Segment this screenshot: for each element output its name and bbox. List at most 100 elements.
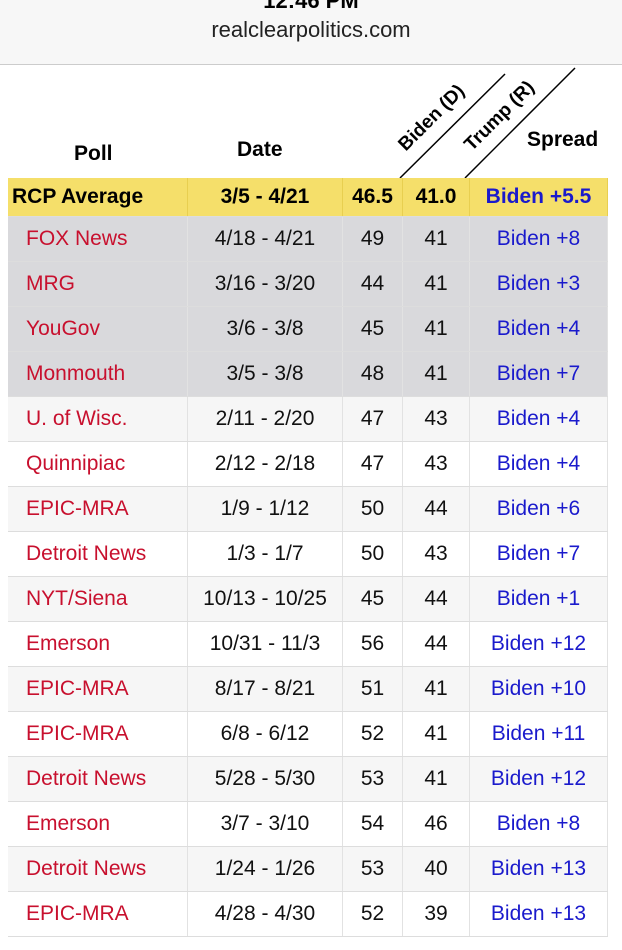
table-cell: Biden +4 [470, 397, 608, 441]
table-cell: Biden +12 [470, 622, 608, 666]
table-cell[interactable]: Monmouth [8, 352, 188, 396]
table-row: NYT/Siena 10/13 - 10/25 45 44 Biden +1 [8, 577, 608, 622]
table-cell: 2/11 - 2/20 [188, 397, 343, 441]
table-cell: 48 [343, 352, 403, 396]
table-cell: 44 [343, 262, 403, 306]
table-cell: 44 [403, 622, 470, 666]
table-cell[interactable]: Detroit News [8, 757, 188, 801]
table-cell: Biden +7 [470, 352, 608, 396]
header-lines [399, 67, 576, 179]
table-cell: 41 [403, 217, 470, 261]
table-cell: 10/31 - 11/3 [188, 622, 343, 666]
table-cell: 4/28 - 4/30 [188, 892, 343, 936]
table-cell: 46.5 [343, 178, 403, 216]
table-cell: Biden +12 [470, 757, 608, 801]
table-cell: 2/12 - 2/18 [188, 442, 343, 486]
table-row: EPIC-MRA 8/17 - 8/21 51 41 Biden +10 [8, 667, 608, 712]
table-cell: Biden +11 [470, 712, 608, 756]
table-cell[interactable]: EPIC-MRA [8, 667, 188, 711]
table-row: YouGov 3/6 - 3/8 45 41 Biden +4 [8, 307, 608, 352]
table-cell: 6/8 - 6/12 [188, 712, 343, 756]
table-row: FOX News 4/18 - 4/21 49 41 Biden +8 [8, 217, 608, 262]
table-cell: 41.0 [403, 178, 470, 216]
table-cell: 1/24 - 1/26 [188, 847, 343, 891]
table-cell: 3/5 - 4/21 [188, 178, 343, 216]
table-cell: 52 [343, 892, 403, 936]
table-row: EPIC-MRA 1/9 - 1/12 50 44 Biden +6 [8, 487, 608, 532]
table-cell: Biden +13 [470, 892, 608, 936]
table-cell: 43 [403, 397, 470, 441]
table-row: Monmouth 3/5 - 3/8 48 41 Biden +7 [8, 352, 608, 397]
table-cell: 43 [403, 532, 470, 576]
header-cell: Poll [74, 142, 113, 165]
table-cell: 40 [403, 847, 470, 891]
table-cell: 49 [343, 217, 403, 261]
table-cell: Biden +8 [470, 217, 608, 261]
table-row: RCP Average 3/5 - 4/21 46.5 41.0 Biden +5.5 [8, 178, 608, 217]
table-cell: 3/5 - 3/8 [188, 352, 343, 396]
table-cell: Biden +8 [470, 802, 608, 846]
table-cell: 52 [343, 712, 403, 756]
poll-table: RCP Average 3/5 - 4/21 46.5 41.0 Biden +5.5 F… [8, 178, 608, 937]
browser-bar: 12:46 PM realclearpolitics.com [0, 0, 622, 65]
table-cell: 44 [403, 487, 470, 531]
table-cell: 39 [403, 892, 470, 936]
url[interactable]: realclearpolitics.com [211, 17, 411, 42]
table-cell: Biden +1 [470, 577, 608, 621]
table-row: Emerson 3/7 - 3/10 54 46 Biden +8 [8, 802, 608, 847]
table-cell: 56 [343, 622, 403, 666]
table-cell[interactable]: EPIC-MRA [8, 487, 188, 531]
table-cell: 50 [343, 487, 403, 531]
table-cell: 53 [343, 847, 403, 891]
table-cell[interactable]: Detroit News [8, 532, 188, 576]
table-cell: 47 [343, 397, 403, 441]
table-cell[interactable]: Quinnipiac [8, 442, 188, 486]
table-cell: 54 [343, 802, 403, 846]
table-cell[interactable]: NYT/Siena [8, 577, 188, 621]
table-cell: 1/9 - 1/12 [188, 487, 343, 531]
table-cell[interactable]: Emerson [8, 622, 188, 666]
table-cell: 41 [403, 352, 470, 396]
table-cell: 50 [343, 532, 403, 576]
header-cell: Date [237, 138, 283, 161]
table-cell: Biden +3 [470, 262, 608, 306]
table-row: Emerson 10/31 - 11/3 56 44 Biden +12 [8, 622, 608, 667]
table-row: EPIC-MRA 4/28 - 4/30 52 39 Biden +13 [8, 892, 608, 937]
table-cell: 4/18 - 4/21 [188, 217, 343, 261]
table-cell: 8/17 - 8/21 [188, 667, 343, 711]
table-cell: Biden +4 [470, 442, 608, 486]
table-cell: 10/13 - 10/25 [188, 577, 343, 621]
status-time: 12:46 PM [263, 0, 359, 13]
table-row: Detroit News 1/24 - 1/26 53 40 Biden +13 [8, 847, 608, 892]
table-cell: 1/3 - 1/7 [188, 532, 343, 576]
table-cell: 41 [403, 307, 470, 351]
table-cell: 47 [343, 442, 403, 486]
table-cell[interactable]: U. of Wisc. [8, 397, 188, 441]
table-cell[interactable]: FOX News [8, 217, 188, 261]
table-cell: 41 [403, 712, 470, 756]
table-cell: Biden +5.5 [470, 178, 608, 216]
table-cell: 3/16 - 3/20 [188, 262, 343, 306]
table-cell: 45 [343, 307, 403, 351]
table-cell: Biden +13 [470, 847, 608, 891]
table-row: Quinnipiac 2/12 - 2/18 47 43 Biden +4 [8, 442, 608, 487]
table-row: Detroit News 5/28 - 5/30 53 41 Biden +12 [8, 757, 608, 802]
table-cell: 3/6 - 3/8 [188, 307, 343, 351]
table-cell: 41 [403, 667, 470, 711]
table-cell: Biden +4 [470, 307, 608, 351]
table-cell[interactable]: Emerson [8, 802, 188, 846]
table-cell[interactable]: EPIC-MRA [8, 892, 188, 936]
table-cell[interactable]: RCP Average [8, 178, 188, 216]
table-cell[interactable]: YouGov [8, 307, 188, 351]
table-row: MRG 3/16 - 3/20 44 41 Biden +3 [8, 262, 608, 307]
table-cell: 46 [403, 802, 470, 846]
table-cell[interactable]: Detroit News [8, 847, 188, 891]
table-cell: 45 [343, 577, 403, 621]
table-cell[interactable]: EPIC-MRA [8, 712, 188, 756]
table-cell: 53 [343, 757, 403, 801]
table-cell[interactable]: MRG [8, 262, 188, 306]
table-cell: 3/7 - 3/10 [188, 802, 343, 846]
table-cell: Biden +7 [470, 532, 608, 576]
header-cell: Spread [527, 128, 599, 151]
